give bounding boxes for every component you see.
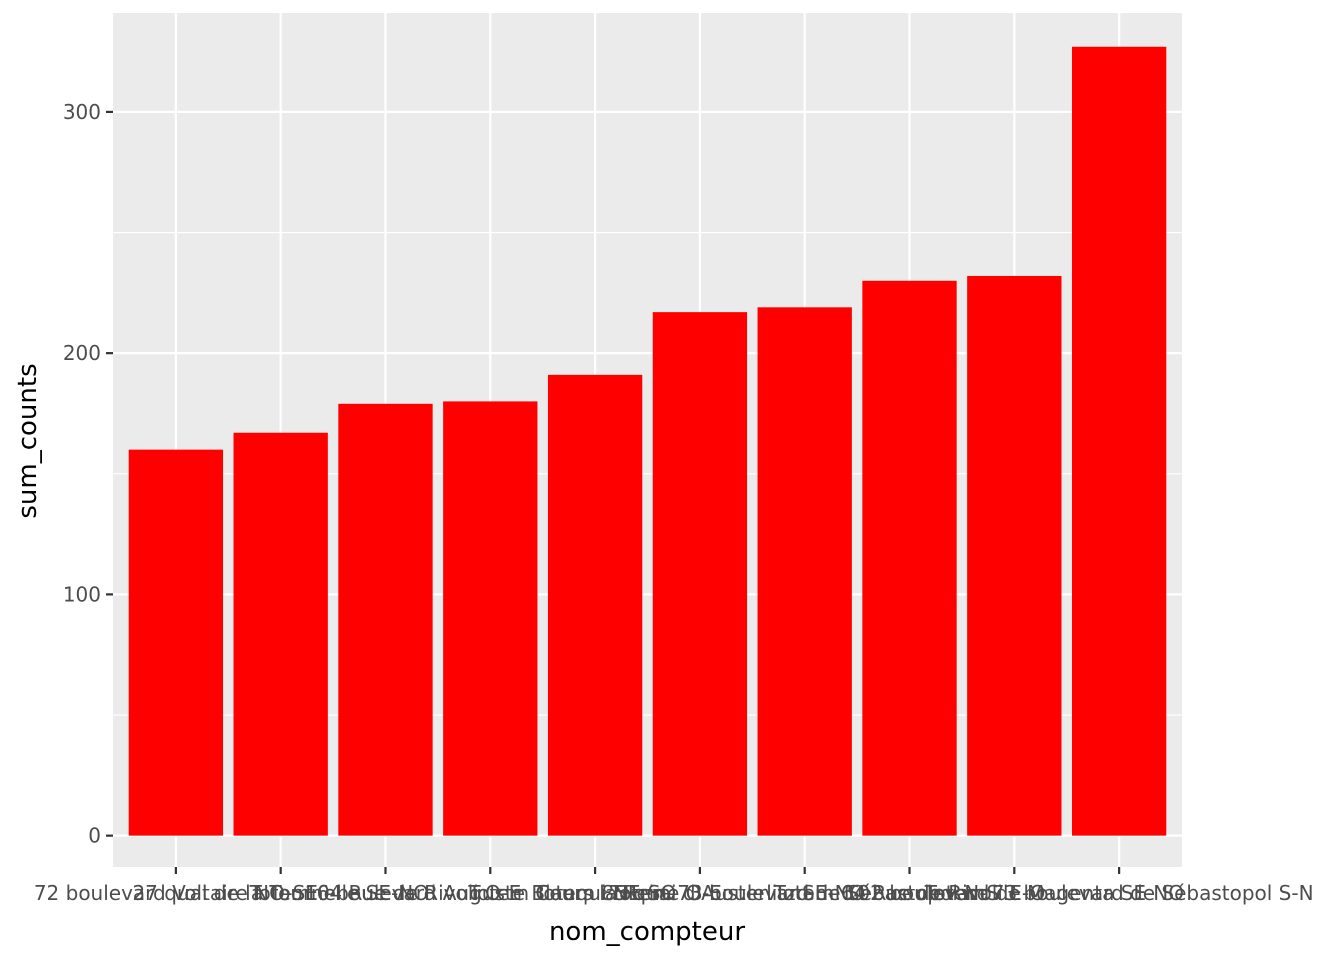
x-tick-label: Totem 73 boulevard de Sébastopol S-N [924, 881, 1314, 905]
x-tick-label: Totem 64 Rue de Rivoli O-E [249, 881, 522, 905]
bar [862, 280, 957, 836]
bar [233, 432, 328, 836]
x-tick-label: Totem 85 quai d'Austerlitz SE-NO [534, 881, 866, 905]
bar [1071, 46, 1167, 836]
y-axis-title: sum_counts [13, 363, 43, 518]
bar [547, 374, 643, 836]
x-tick-label: 10 boulevard Auguste Blanqui NE-SO [304, 881, 676, 905]
x-tick-label: 102 boulevard de Magenta SE-NO [845, 881, 1184, 905]
bar [652, 312, 748, 836]
bar [128, 449, 224, 836]
y-tick-label: 0 [88, 824, 101, 848]
y-tick-label: 200 [63, 341, 101, 365]
bar [967, 275, 1062, 836]
y-tick-label: 300 [63, 100, 101, 124]
x-tick-label: 72 boulevard Voltaire NO-SE [34, 881, 318, 905]
x-tick-label: 27 quai de la Tournelle SE-NO [132, 881, 428, 905]
x-axis-title: nom_compteur [549, 917, 745, 947]
bar [338, 403, 433, 836]
bar [757, 307, 852, 836]
x-tick-label: Totem Cours la Reine O-E [467, 881, 721, 905]
bars [128, 46, 1167, 836]
x-tick-label: Totem 64 Rue de Rivoli E-O [773, 881, 1046, 905]
x-tick-label: Totem 73 boulevard de Sébastopol N-S [609, 881, 999, 905]
y-axis: 0 100 200 300 [63, 100, 113, 848]
y-tick-label: 100 [63, 582, 101, 606]
bar [443, 401, 538, 836]
